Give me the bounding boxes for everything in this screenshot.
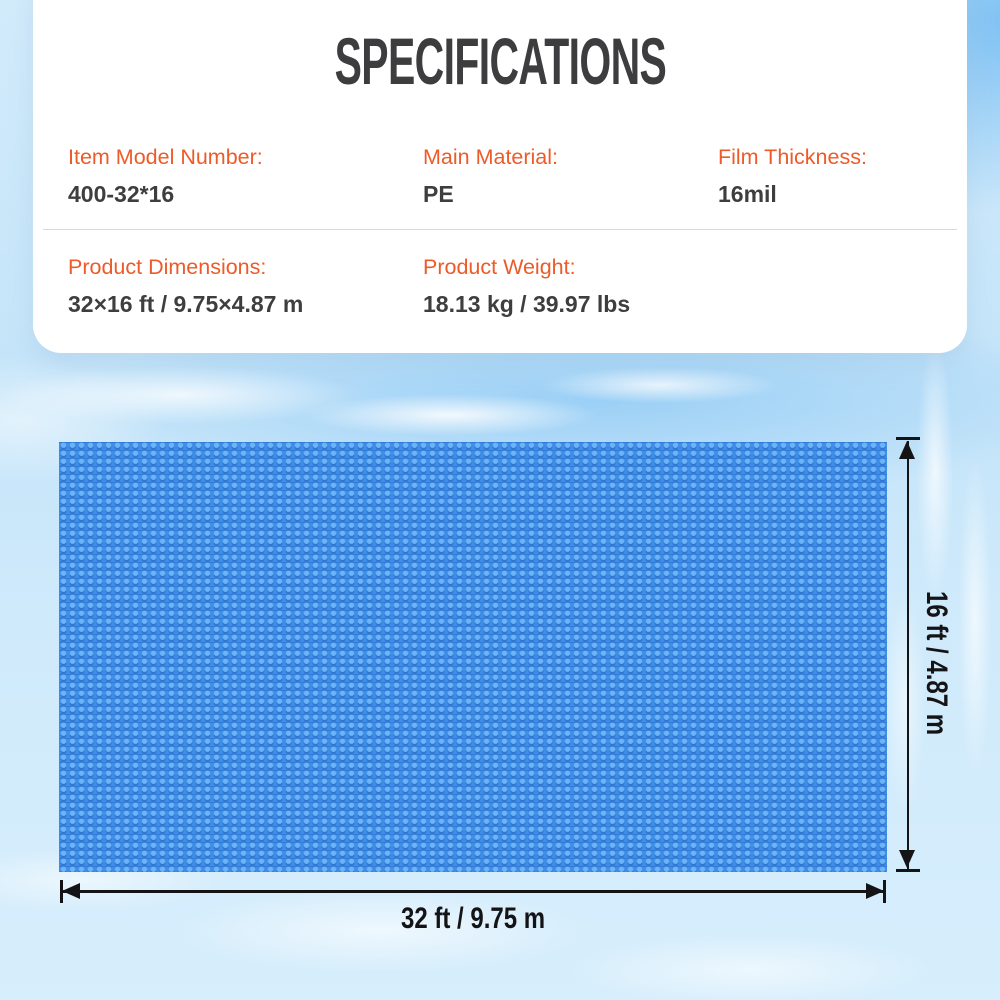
spec-label: Item Model Number:	[68, 145, 263, 169]
page-title: SPECIFICATIONS	[33, 28, 967, 94]
width-dimension-label: 32 ft / 9.75 m	[273, 902, 673, 936]
height-dimension-label: 16 ft / 4.87 m	[920, 573, 953, 743]
arrow-left-icon	[62, 883, 80, 899]
width-dimension-line	[62, 890, 884, 893]
spec-value: 400-32*16	[68, 181, 175, 207]
spec-film-thickness: Film Thickness: 16mil	[718, 144, 867, 207]
width-dimension-left-tick	[60, 880, 63, 903]
height-dimension-bottom-tick	[896, 869, 920, 872]
spec-label: Film Thickness:	[718, 145, 867, 169]
height-dimension-line	[907, 441, 909, 869]
spec-main-material: Main Material: PE	[423, 144, 558, 207]
arrow-down-icon	[899, 850, 915, 868]
arrow-up-icon	[899, 441, 915, 459]
spec-product-dimensions: Product Dimensions: 32×16 ft / 9.75×4.87…	[68, 254, 303, 317]
height-dimension-label-text: 16 ft / 4.87 m	[920, 591, 953, 736]
spec-value: PE	[423, 181, 454, 207]
width-dimension-label-text: 32 ft / 9.75 m	[400, 902, 546, 935]
height-dimension-top-tick	[896, 437, 920, 440]
spec-label: Product Weight:	[423, 255, 576, 279]
width-dimension-right-tick	[883, 880, 886, 903]
page-title-text: SPECIFICATIONS	[334, 24, 666, 98]
spec-value: 32×16 ft / 9.75×4.87 m	[68, 291, 304, 317]
pool-cover-graphic	[59, 442, 887, 872]
arrow-right-icon	[866, 883, 884, 899]
spec-value: 18.13 kg / 39.97 lbs	[423, 291, 631, 317]
spec-item-model-number: Item Model Number: 400-32*16	[68, 144, 263, 207]
spec-product-weight: Product Weight: 18.13 kg / 39.97 lbs	[423, 254, 630, 317]
spec-card: SPECIFICATIONS Item Model Number: 400-32…	[33, 0, 967, 353]
spec-label: Product Dimensions:	[68, 255, 267, 279]
spec-label: Main Material:	[423, 145, 559, 169]
divider	[43, 229, 957, 230]
spec-value: 16mil	[718, 181, 777, 207]
